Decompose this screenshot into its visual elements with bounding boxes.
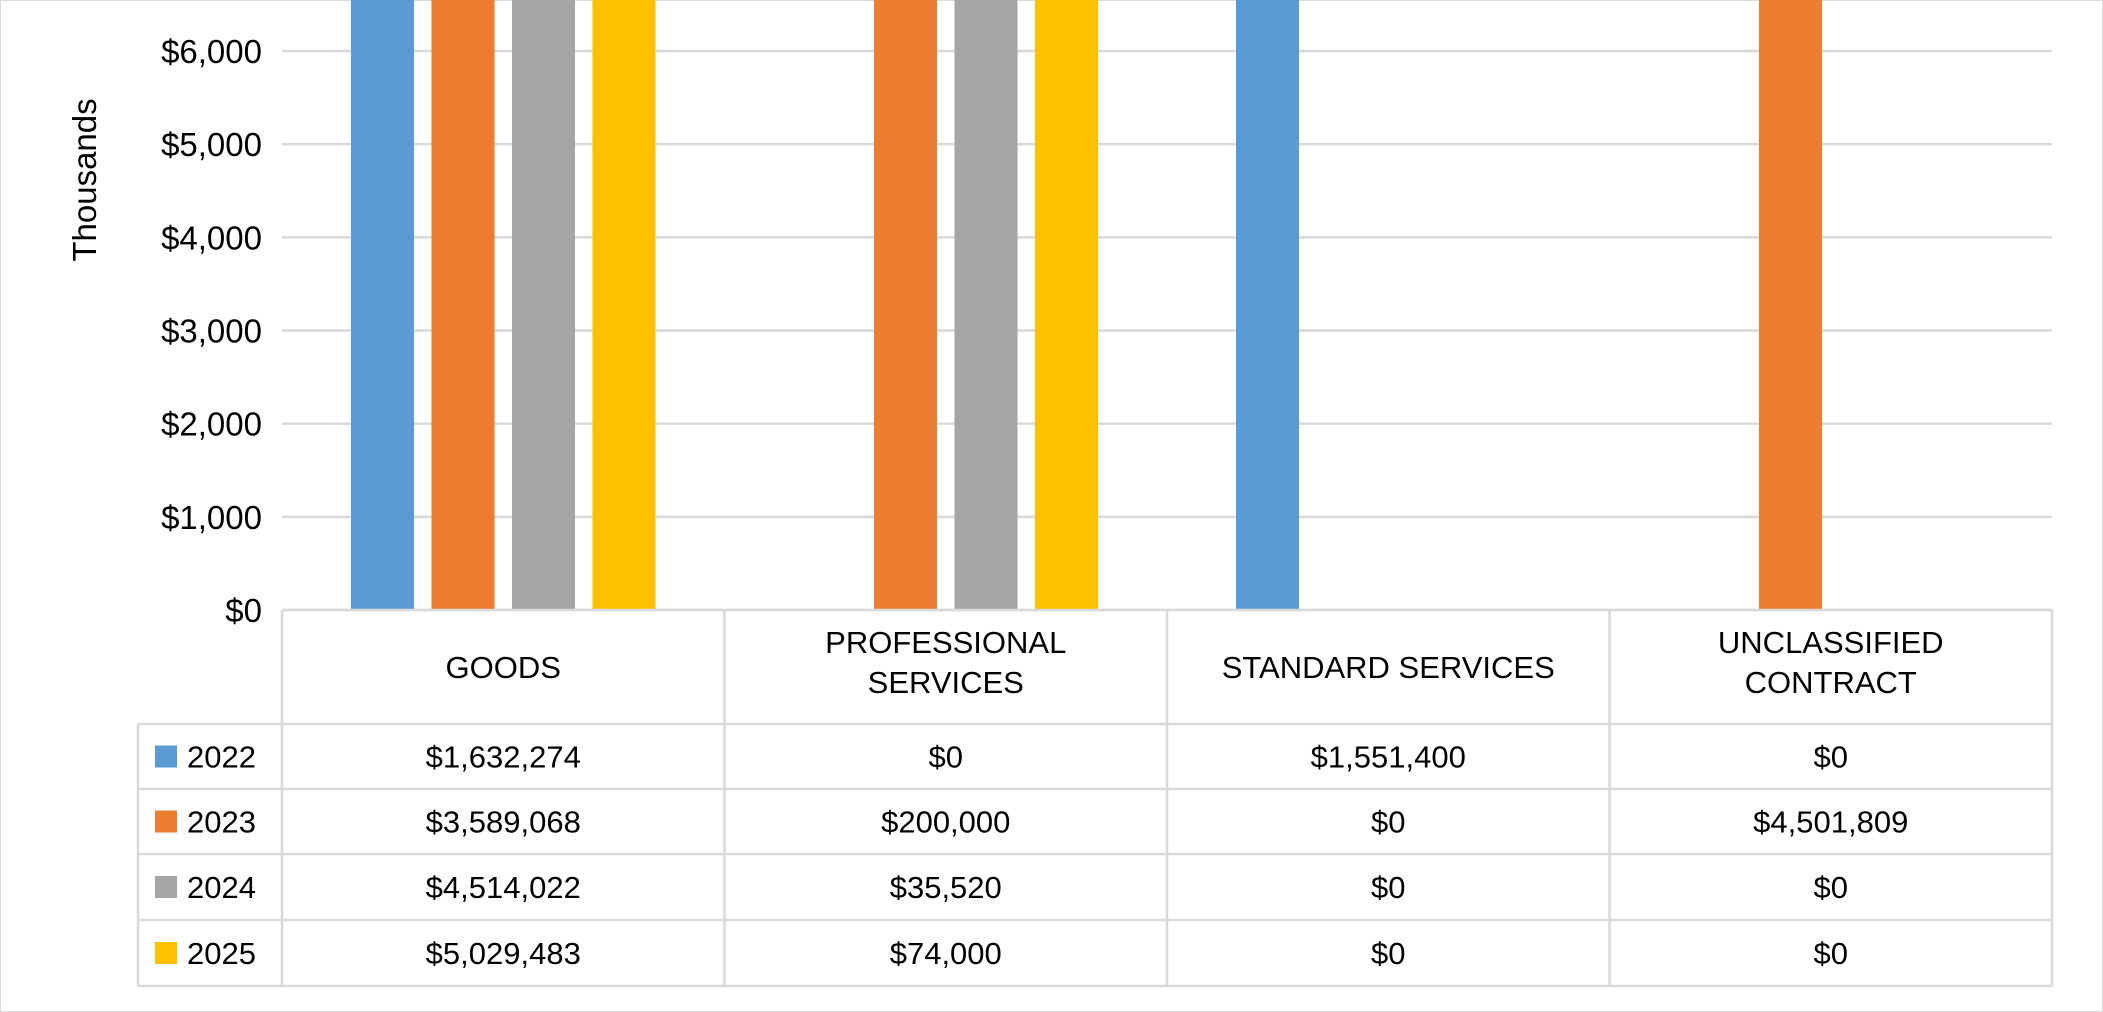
y-tick-label: $5,000 — [161, 126, 262, 163]
legend-key-2024 — [155, 876, 177, 898]
data-table-cell: $3,589,068 — [426, 805, 581, 840]
y-tick-label: $2,000 — [161, 406, 262, 443]
data-table-cell: $1,551,400 — [1311, 740, 1466, 775]
y-axis-label: Thousands — [66, 98, 103, 261]
legend-key-2023 — [155, 810, 177, 833]
legend-label: 2024 — [187, 870, 256, 905]
data-table-cell: $4,514,022 — [426, 870, 581, 905]
data-table-cell: $1,632,274 — [426, 740, 581, 775]
data-table-cell: $0 — [1371, 936, 1405, 971]
y-tick-label: $4,000 — [161, 219, 262, 256]
data-table-cell: $200,000 — [881, 805, 1010, 840]
data-table-cell: $5,029,483 — [426, 936, 581, 971]
legend-key-2025 — [155, 942, 177, 964]
data-table-cell: $4,501,809 — [1753, 805, 1908, 840]
bar-2023-0 — [431, 0, 495, 610]
data-table-cell: $74,000 — [890, 936, 1002, 971]
y-tick-label: $6,000 — [161, 33, 262, 70]
legend-label: 2023 — [187, 805, 256, 840]
bar-2025-0 — [592, 0, 656, 610]
category-label: STANDARD SERVICES — [1222, 650, 1555, 685]
bar-2025-1 — [1035, 0, 1098, 610]
data-table-cell: $0 — [1371, 805, 1405, 840]
data-table-cell: $0 — [929, 740, 963, 775]
y-tick-label: $1,000 — [161, 499, 262, 536]
bar-2024-0 — [512, 0, 575, 610]
y-tick-label: $3,000 — [161, 313, 262, 350]
category-label: PROFESSIONAL SERVICES — [825, 625, 1066, 700]
y-tick-label: $0 — [225, 592, 262, 629]
data-table-cell: $0 — [1814, 936, 1848, 971]
bar-2022-0 — [351, 0, 414, 610]
bar-2023-1 — [874, 0, 937, 610]
legend-key-2022 — [155, 745, 177, 768]
category-label: UNCLASSIFIED CONTRACT — [1718, 625, 1944, 700]
data-table-cell: $0 — [1814, 740, 1848, 775]
bar-2024-1 — [954, 0, 1018, 610]
category-label: GOODS — [446, 650, 561, 685]
data-table-cell: $0 — [1814, 870, 1848, 905]
bar-2022-2 — [1236, 0, 1299, 610]
legend-label: 2025 — [187, 936, 256, 971]
data-table-cell: $0 — [1371, 870, 1405, 905]
legend-label: 2022 — [187, 740, 256, 775]
data-table-cell: $35,520 — [890, 870, 1002, 905]
bar-2023-3 — [1759, 0, 1822, 610]
